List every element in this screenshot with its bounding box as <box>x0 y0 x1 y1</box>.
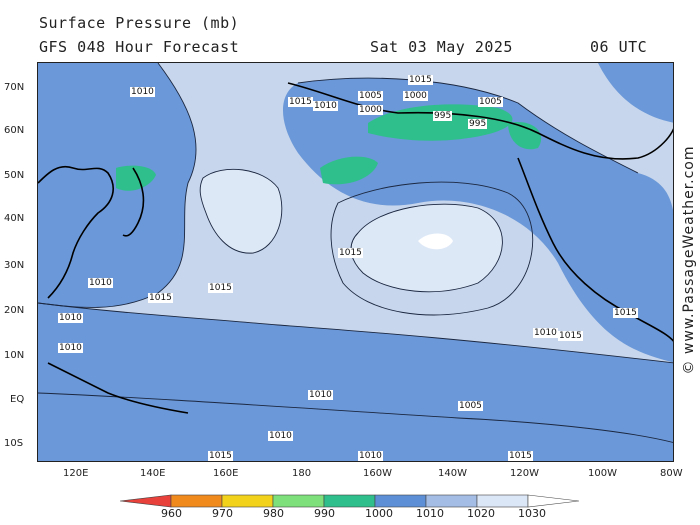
isobar-label: 995 <box>433 111 453 121</box>
isobar-label: 1015 <box>208 451 233 461</box>
legend-label: 1010 <box>416 507 444 520</box>
isobar-label: 1015 <box>148 293 173 303</box>
lon-label: 120W <box>510 468 539 479</box>
lat-label: 20N <box>4 305 25 316</box>
isobar-label: 1010 <box>58 313 83 323</box>
isobar-label: 1010 <box>533 328 558 338</box>
legend-swatch <box>272 494 325 508</box>
low-far-east-top <box>598 63 673 123</box>
isobar-label: 1010 <box>358 451 383 461</box>
legend-swatch <box>221 494 274 508</box>
isobar-label: 1015 <box>508 451 533 461</box>
forecast-time: 06 UTC <box>590 38 648 56</box>
forecast-label: GFS 048 Hour Forecast <box>39 38 240 56</box>
high-cell-east <box>351 204 503 292</box>
high-core-east <box>418 233 453 250</box>
lon-label: 140E <box>140 468 166 479</box>
low-band-south <box>38 303 673 461</box>
isobar-label: 1010 <box>313 101 338 111</box>
isobar-label: 1010 <box>308 390 333 400</box>
high-cell-west <box>200 169 282 254</box>
isobar-label: 1010 <box>88 278 113 288</box>
pressure-map[interactable]: 1015 1010 1005 1000 995 1015 1010 1005 1000 995 10… <box>37 62 674 462</box>
isobar-label: 1005 <box>478 97 503 107</box>
lon-label: 100W <box>588 468 617 479</box>
isobar-label: 1005 <box>358 91 383 101</box>
isobar-label: 1015 <box>208 283 233 293</box>
low-core-gulf <box>508 122 542 150</box>
isobar-label: 1015 <box>613 308 638 318</box>
lon-label: 160E <box>213 468 239 479</box>
isobar-label: 995 <box>468 119 488 129</box>
legend-label: 1020 <box>467 507 495 520</box>
coast-indonesia <box>47 362 189 414</box>
isobar-label: 1005 <box>458 401 483 411</box>
isobar-label: 1010 <box>268 431 293 441</box>
isobar-label: 1015 <box>558 331 583 341</box>
legend-label: 970 <box>212 507 233 520</box>
legend-swatch <box>374 494 427 508</box>
lon-label: 160W <box>363 468 392 479</box>
legend-label: 990 <box>314 507 335 520</box>
lon-label: 80W <box>660 468 683 479</box>
lat-label: 10S <box>4 438 24 449</box>
isobar-label: 1010 <box>130 87 155 97</box>
lat-label: 70N <box>4 82 25 93</box>
legend-swatch <box>476 494 529 508</box>
lon-label: 180 <box>292 468 312 479</box>
lat-label: EQ <box>10 394 25 405</box>
isobar-label: 1000 <box>358 105 383 115</box>
copyright: © www.PassageWeather.com <box>681 145 697 375</box>
legend-swatch <box>425 494 478 508</box>
legend-label: 1000 <box>365 507 393 520</box>
lon-label: 120E <box>63 468 89 479</box>
legend-swatch <box>527 494 580 508</box>
legend-swatch <box>170 494 223 508</box>
lat-label: 60N <box>4 125 25 136</box>
isobar-label: 1000 <box>403 91 428 101</box>
lat-label: 30N <box>4 260 25 271</box>
legend-label: 960 <box>161 507 182 520</box>
legend-label: 980 <box>263 507 284 520</box>
legend-colorbar <box>119 494 580 508</box>
lon-label: 140W <box>438 468 467 479</box>
isobar-label: 1015 <box>338 248 363 258</box>
coast-asia <box>38 165 114 299</box>
isobar-label: 1015 <box>288 97 313 107</box>
lat-label: 40N <box>4 213 25 224</box>
legend-swatch <box>119 494 172 508</box>
legend-swatch <box>323 494 376 508</box>
forecast-date: Sat 03 May 2025 <box>370 38 513 56</box>
low-core-japan <box>116 165 156 191</box>
low-core-mid <box>320 156 378 185</box>
lat-label: 10N <box>4 350 25 361</box>
isobar-label: 1010 <box>58 343 83 353</box>
isobar-label: 1015 <box>408 75 433 85</box>
lat-label: 50N <box>4 170 25 181</box>
coast-japan <box>122 167 145 237</box>
map-title: Surface Pressure (mb) <box>39 14 240 32</box>
legend-label: 1030 <box>518 507 546 520</box>
coast-america <box>517 157 673 342</box>
pressure-contours <box>38 63 673 461</box>
